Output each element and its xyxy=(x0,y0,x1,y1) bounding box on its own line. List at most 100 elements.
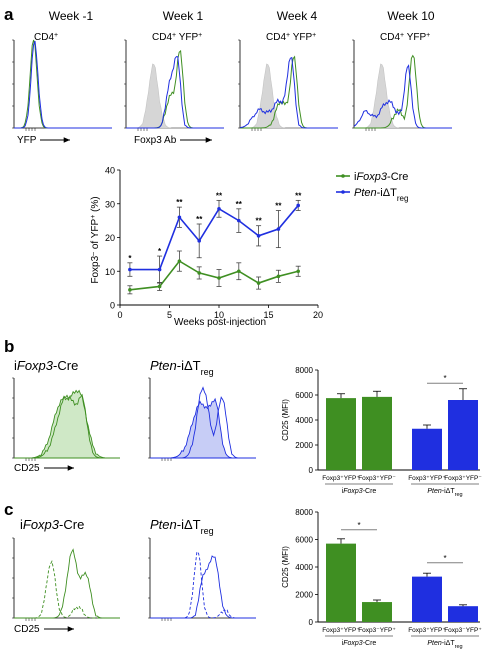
histogram-dashed xyxy=(150,550,256,619)
bar xyxy=(412,428,442,470)
y-tick-label: 30 xyxy=(105,199,115,209)
ylabel-part-1: Foxp3 xyxy=(90,255,101,283)
legend-part: i xyxy=(354,171,356,183)
panel-b-title-green: iFoxp3-Cre xyxy=(14,358,78,373)
group-label-part: -iΔT xyxy=(442,640,456,647)
population-label: CD4+ xyxy=(34,32,58,44)
title-sub: reg xyxy=(201,526,214,536)
significance-mark: * xyxy=(158,247,162,256)
panel-b-label: b xyxy=(4,337,14,356)
data-point xyxy=(157,284,162,289)
ylabel-part-2: of YFP xyxy=(90,218,101,251)
legend-marker xyxy=(341,190,345,194)
data-point xyxy=(276,274,281,279)
y-tick-label: 10 xyxy=(105,267,115,277)
panel-b-histograms xyxy=(12,377,256,461)
line-chart: Foxp3– of YFP+ (%) Weeks post-injection … xyxy=(90,166,409,329)
significance-mark: ** xyxy=(176,198,183,207)
population-label-sup: + xyxy=(400,32,404,39)
bar-category-label: Foxp3⁺YFP⁻ xyxy=(358,475,396,482)
significance-mark: ** xyxy=(216,191,223,200)
bar-y-tick-label: 4000 xyxy=(295,416,313,425)
y-tick-label: 0 xyxy=(110,301,115,311)
histogram-green-line xyxy=(14,39,112,129)
group-label-part: i xyxy=(342,640,344,647)
histogram-green-line xyxy=(240,55,338,129)
group-label-part: i xyxy=(342,488,344,495)
bar-ylabel: CD25 (MFI) xyxy=(281,399,290,441)
bar-y-tick-label: 4000 xyxy=(295,563,313,572)
group-label: iFoxp3-Cre xyxy=(342,640,377,647)
bar-category-label: Foxp3⁺YFP⁺ xyxy=(408,627,446,634)
bar-y-tick-label: 0 xyxy=(309,466,314,475)
data-point xyxy=(296,269,301,274)
data-point xyxy=(276,227,281,231)
population-label-sup: + xyxy=(198,32,202,39)
hist-a-3-axes xyxy=(353,40,452,129)
panel-c-label: c xyxy=(4,500,13,519)
title-italic: Foxp3 xyxy=(17,358,54,373)
group-label-italic: Pten xyxy=(427,640,442,647)
title-italic: Pten xyxy=(150,358,177,373)
y-tick-label: 20 xyxy=(105,233,115,243)
bar-category-label: Foxp3⁺YFP⁺ xyxy=(408,475,446,482)
bar xyxy=(326,543,356,622)
bar xyxy=(362,602,392,622)
foxp3-axis-label: Foxp3 Ab xyxy=(134,135,177,146)
yfp-axis-label: YFP xyxy=(17,135,37,146)
histogram-blue-line xyxy=(239,56,338,129)
title-post: -iΔT xyxy=(177,517,201,532)
panel-c-title-blue: Pten-iΔTreg xyxy=(150,517,214,536)
bar-y-tick-label: 2000 xyxy=(295,591,313,600)
legend-part: -iΔT xyxy=(377,187,397,199)
title-post: -iΔT xyxy=(177,358,201,373)
panel-b-title-blue: Pten-iΔTreg xyxy=(150,358,214,377)
data-point xyxy=(128,288,132,292)
week-title: Week 1 xyxy=(163,9,204,23)
data-point xyxy=(237,269,241,274)
title-italic: Foxp3 xyxy=(23,517,60,532)
data-point xyxy=(157,267,162,272)
week-title: Week 10 xyxy=(387,9,434,23)
panel-c-histograms xyxy=(12,537,256,621)
hist-a-0-axes xyxy=(13,40,112,129)
data-point xyxy=(217,207,221,211)
data-point xyxy=(197,239,201,243)
x-tick-label: 15 xyxy=(263,310,273,320)
data-point xyxy=(197,271,201,275)
series-line-0 xyxy=(129,260,299,291)
bar-y-tick-label: 8000 xyxy=(295,366,313,375)
population-label-sup: + xyxy=(286,32,290,39)
histogram-blue-line xyxy=(14,40,112,129)
group-label-italic: Foxp3 xyxy=(343,640,363,647)
legend-italic: Pten xyxy=(354,187,377,199)
panel-b-cd25-label: CD25 xyxy=(14,463,40,474)
legend-label: Pten-iΔTreg xyxy=(354,187,408,203)
histogram-blue-line xyxy=(353,64,452,129)
population-label-part: YFP xyxy=(176,32,198,43)
line-chart-xlabel: Weeks post-injection xyxy=(174,317,266,328)
bar-category-label: Foxp3⁻YFP⁺ xyxy=(444,627,482,634)
bar-y-tick-label: 6000 xyxy=(295,536,313,545)
bar-category-label: Foxp3⁺YFP⁺ xyxy=(322,475,360,482)
histogram-green-line xyxy=(354,54,452,129)
legend-label: iFoxp3-Cre xyxy=(354,171,408,183)
bar xyxy=(412,576,442,622)
data-point xyxy=(217,276,221,280)
histogram-outline xyxy=(150,386,256,459)
histogram-solid xyxy=(150,555,256,619)
population-label-part: CD4 xyxy=(152,32,172,43)
bar-y-tick-label: 2000 xyxy=(295,441,313,450)
significance-mark: ** xyxy=(255,217,262,226)
title-sub: reg xyxy=(201,367,214,377)
significance-star: * xyxy=(443,374,446,383)
legend-sub: reg xyxy=(397,194,409,203)
ylabel-sup-2: + xyxy=(90,215,97,219)
group-label-sub: reg xyxy=(455,644,463,650)
y-tick-label: 40 xyxy=(105,166,115,176)
ylabel-sup-1: – xyxy=(90,252,97,256)
series-line-1 xyxy=(129,204,299,271)
group-label: Pten-iΔTreg xyxy=(427,640,462,650)
population-label-part: CD4 xyxy=(266,32,286,43)
